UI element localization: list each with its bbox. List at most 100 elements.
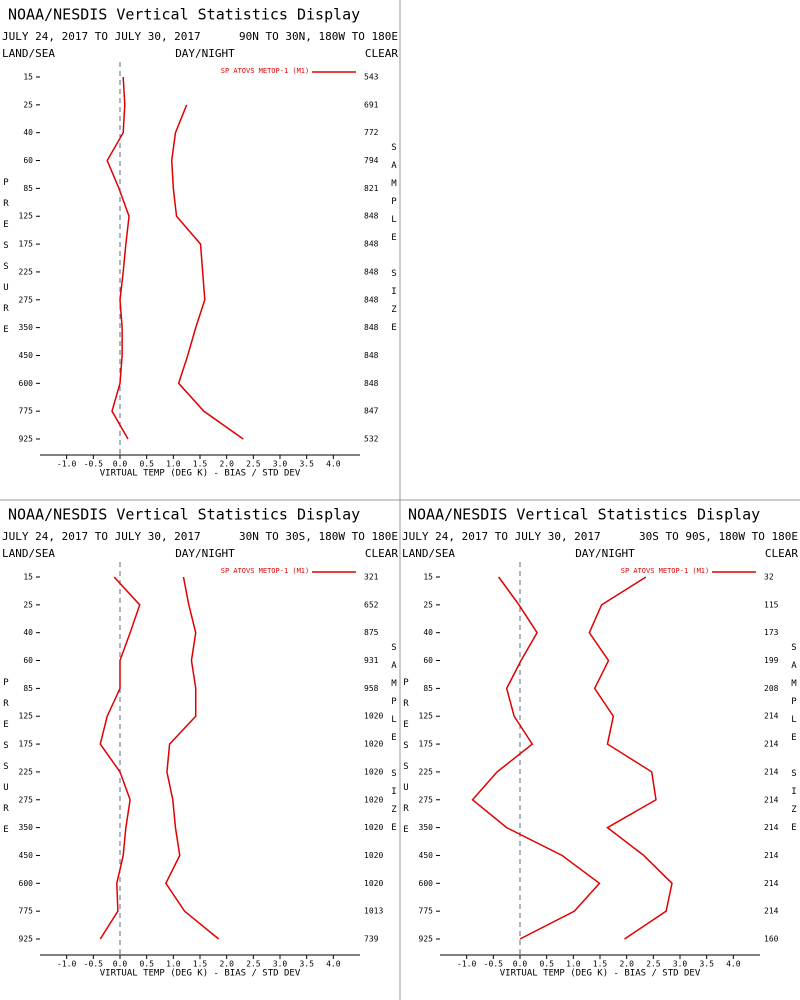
x-tick-label: 4.0 <box>726 960 741 969</box>
sample-size: 1013 <box>364 907 383 916</box>
subtitle: JULY 24, 2017 TO JULY 30, 2017 <box>402 530 601 543</box>
x-tick-label: -1.0 <box>57 960 76 969</box>
y-tick-label: 775 <box>19 907 34 916</box>
sample-size: 848 <box>364 323 379 332</box>
header-label: LAND/SEA <box>402 547 455 560</box>
sample-size: 115 <box>764 600 779 609</box>
sample-size: 214 <box>764 879 779 888</box>
y-tick-label: 350 <box>19 823 34 832</box>
x-tick-label: 1.0 <box>566 960 581 969</box>
panel: NOAA/NESDIS Vertical Statistics Display J… <box>2 6 398 479</box>
legend-label: SP ATOVS METOP-1 (M1) <box>621 567 710 575</box>
sample-size: 848 <box>364 351 379 360</box>
y-tick-label: 15 <box>23 73 33 82</box>
x-axis-label: VIRTUAL TEMP (DEG K) - BIAS / STD DEV <box>100 969 301 979</box>
header-label: LAND/SEA <box>2 47 55 60</box>
sample-size: 321 <box>364 573 379 582</box>
x-axis-label: VIRTUAL TEMP (DEG K) - BIAS / STD DEV <box>500 969 701 979</box>
sample-size: 739 <box>364 935 379 944</box>
sample-size: 848 <box>364 212 379 221</box>
x-tick-label: 0.0 <box>113 460 128 469</box>
sample-size: 794 <box>364 156 379 165</box>
sample-size: 821 <box>364 184 379 193</box>
sample-size: 214 <box>764 851 779 860</box>
sample-size: 691 <box>364 100 379 109</box>
y-tick-label: 15 <box>423 573 433 582</box>
sample-size: 199 <box>764 656 779 665</box>
sample-size: 532 <box>364 435 379 444</box>
series-line <box>165 576 220 940</box>
x-tick-label: -0.5 <box>484 960 503 969</box>
subtitle: JULY 24, 2017 TO JULY 30, 2017 <box>2 30 201 43</box>
sample-size: 847 <box>364 407 379 416</box>
x-tick-label: 3.5 <box>699 960 714 969</box>
sample-size: 931 <box>364 656 379 665</box>
sample-size: 1020 <box>364 795 383 804</box>
panel: NOAA/NESDIS Vertical Statistics Display J… <box>2 506 398 979</box>
y-tick-label: 125 <box>19 212 34 221</box>
header-label: DAY/NIGHT <box>575 547 635 560</box>
header-label: CLEAR <box>765 547 798 560</box>
header-label: CLEAR <box>365 547 398 560</box>
subtitle: JULY 24, 2017 TO JULY 30, 2017 <box>2 530 201 543</box>
y-tick-label: 40 <box>23 128 33 137</box>
y-tick-label: 225 <box>19 767 34 776</box>
x-axis-label: VIRTUAL TEMP (DEG K) - BIAS / STD DEV <box>100 469 301 479</box>
sample-size: 848 <box>364 240 379 249</box>
y-tick-label: 600 <box>419 879 434 888</box>
x-tick-label: 0.0 <box>513 960 528 969</box>
x-tick-label: 3.0 <box>273 960 288 969</box>
sample-size: 32 <box>764 573 774 582</box>
chart-title: NOAA/NESDIS Vertical Statistics Display <box>8 506 360 524</box>
sample-size: 848 <box>364 267 379 276</box>
y-tick-label: 85 <box>23 684 33 693</box>
y-tick-label: 925 <box>19 435 34 444</box>
header-label: CLEAR <box>365 47 398 60</box>
sample-size: 1020 <box>364 851 383 860</box>
x-tick-label: 3.0 <box>273 460 288 469</box>
y-tick-label: 600 <box>19 379 34 388</box>
x-tick-label: 2.0 <box>219 960 234 969</box>
y-tick-label: 85 <box>423 684 433 693</box>
x-tick-label: 0.0 <box>113 960 128 969</box>
x-tick-label: 1.0 <box>166 960 181 969</box>
x-tick-label: 4.0 <box>326 460 341 469</box>
y-tick-label: 275 <box>19 295 34 304</box>
sample-size: 543 <box>364 73 379 82</box>
y-tick-label: 600 <box>19 879 34 888</box>
header-label: DAY/NIGHT <box>175 547 235 560</box>
sample-size: 214 <box>764 740 779 749</box>
legend-label: SP ATOVS METOP-1 (M1) <box>221 67 310 75</box>
x-tick-label: -0.5 <box>84 960 103 969</box>
y-tick-label: 175 <box>19 740 34 749</box>
x-tick-label: 3.0 <box>673 960 688 969</box>
sample-size: 848 <box>364 379 379 388</box>
x-tick-label: 4.0 <box>326 960 341 969</box>
x-tick-label: 0.5 <box>539 960 554 969</box>
x-tick-label: 2.5 <box>646 960 661 969</box>
sample-size: 1020 <box>364 879 383 888</box>
y-tick-label: 15 <box>23 573 33 582</box>
header-label: LAND/SEA <box>2 547 55 560</box>
region: 90N TO 30N, 180W TO 180E <box>239 30 398 43</box>
x-tick-label: 2.5 <box>246 460 261 469</box>
sample-size: 1020 <box>364 712 383 721</box>
y-tick-label: 40 <box>423 628 433 637</box>
y-tick-label: 175 <box>419 740 434 749</box>
series-line <box>99 576 141 940</box>
sample-size: 214 <box>764 795 779 804</box>
y-tick-label: 450 <box>19 351 34 360</box>
y-tick-label: 40 <box>23 628 33 637</box>
y-tick-label: 925 <box>419 935 434 944</box>
y-tick-label: 275 <box>419 795 434 804</box>
series-line <box>588 576 673 940</box>
y-tick-label: 175 <box>19 240 34 249</box>
x-tick-label: 3.5 <box>299 960 314 969</box>
panel: NOAA/NESDIS Vertical Statistics Display J… <box>402 506 798 979</box>
